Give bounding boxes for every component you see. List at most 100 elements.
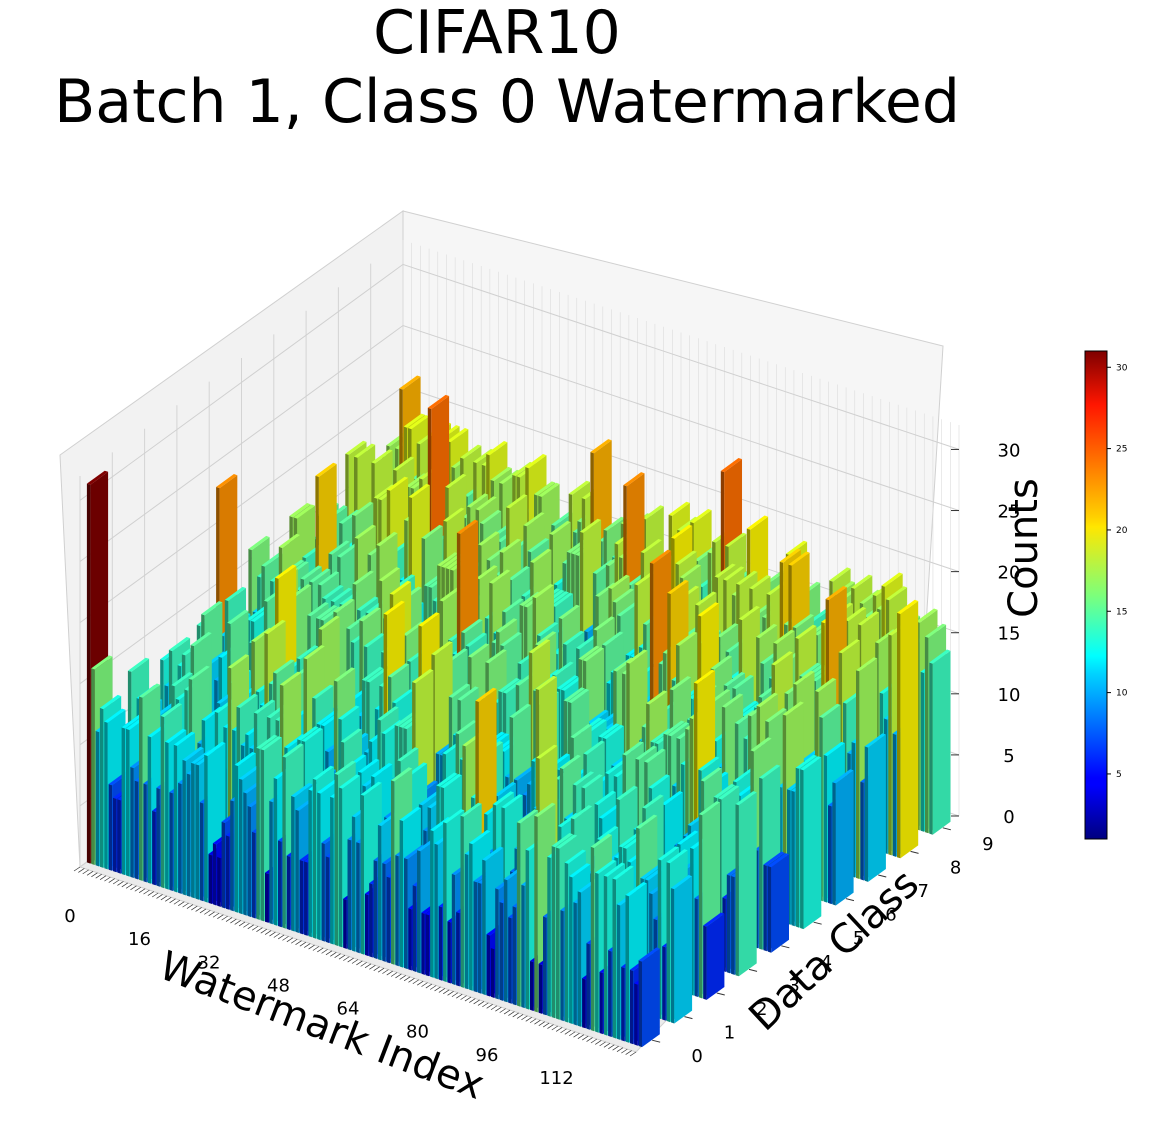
bar-top-face — [535, 631, 557, 646]
bar-top-face — [408, 415, 430, 430]
bar-top-face — [293, 504, 315, 519]
bar-top-face — [431, 641, 453, 656]
bar-front-face — [888, 634, 892, 856]
bar-front-face — [152, 810, 156, 886]
bar-front-face — [217, 856, 221, 907]
bar-top-face — [844, 606, 867, 622]
bar-top-face — [626, 649, 648, 664]
bar-front-face — [278, 840, 282, 928]
bar-top-face — [160, 703, 182, 718]
bar-top-face — [316, 710, 338, 725]
bar-front-face — [95, 730, 100, 867]
bar-top-face — [568, 480, 590, 495]
bar-top-face — [527, 538, 549, 553]
bar-top-face — [475, 687, 497, 702]
bar-top-face — [486, 441, 508, 456]
bar-top-face — [468, 643, 490, 658]
bar-top-face — [354, 443, 376, 458]
bar-top-face — [513, 766, 536, 781]
bar-front-face — [334, 773, 338, 946]
bar-top-face — [832, 769, 854, 784]
bar-top-face — [445, 473, 467, 489]
bar — [897, 599, 919, 859]
bar-front-face — [731, 876, 735, 975]
bar-front-face — [823, 754, 828, 903]
bar-top-face — [671, 524, 693, 539]
bar-front-face — [670, 888, 675, 1024]
bar-top-face — [345, 440, 367, 455]
bar-top-face — [246, 606, 268, 621]
bar-top-face — [301, 727, 323, 742]
bar-side-face — [706, 913, 725, 1000]
bar-top-face — [667, 579, 689, 594]
bar-top-face — [759, 764, 781, 779]
bar-top-face — [460, 444, 482, 459]
bar-top-face — [623, 472, 645, 487]
bar-top-face — [289, 503, 311, 518]
bar-top-face — [551, 511, 573, 526]
bar-top-face — [718, 785, 740, 800]
bar-front-face — [260, 749, 265, 922]
bar-front-face — [391, 780, 395, 965]
bar-top-face — [587, 709, 609, 724]
bar-top-face — [698, 801, 720, 816]
bar-top-face — [492, 791, 514, 806]
bar-top-face — [636, 814, 658, 829]
bar-top-face — [328, 540, 350, 555]
chart-subtitle: Batch 1, Class 0 Watermarked — [54, 67, 960, 137]
bar-side-face — [868, 734, 886, 882]
bar-top-face — [448, 683, 470, 698]
bar-top-face — [732, 674, 754, 689]
bar-top-face — [316, 605, 338, 620]
bar-top-face — [457, 686, 479, 701]
bar-top-face — [389, 580, 412, 595]
bars-group — [86, 375, 951, 1048]
bar-top-face — [738, 605, 760, 621]
bar-top-face — [598, 804, 621, 819]
bar-front-face — [662, 946, 666, 1021]
bar — [703, 912, 725, 1000]
bar-top-face — [714, 563, 736, 578]
bar-top-face — [437, 552, 459, 567]
bar-top-face — [496, 618, 518, 633]
bar-top-face — [182, 746, 204, 761]
bar-front-face — [694, 898, 698, 997]
bar-top-face — [357, 596, 379, 611]
bar-top-face — [823, 741, 845, 756]
bar-front-face — [404, 858, 408, 970]
bar-top-face — [646, 690, 668, 705]
bar-top-face — [602, 631, 624, 646]
bar-top-face — [642, 505, 664, 520]
bar-top-face — [509, 703, 531, 718]
bar-front-face — [230, 800, 234, 912]
bar-top-face — [532, 584, 554, 599]
bar-top-face — [358, 758, 380, 773]
bar-front-face — [860, 781, 864, 881]
bar-top-face — [799, 662, 821, 677]
bar-front-face — [199, 802, 204, 902]
bar-top-face — [765, 707, 787, 723]
bar-front-face — [247, 805, 252, 918]
bar-front-face — [308, 789, 312, 938]
bar-top-face — [815, 677, 837, 692]
bar-front-face — [395, 855, 399, 967]
bar-front-face — [360, 794, 364, 955]
bar-top-face — [376, 531, 398, 547]
bar-front-face — [726, 874, 731, 974]
bar-top-face — [315, 462, 337, 477]
bar-top-face — [661, 791, 683, 806]
bar-front-face — [929, 662, 933, 835]
bar-top-face — [721, 693, 744, 708]
bar-top-face — [698, 756, 720, 771]
bar-top-face — [690, 509, 712, 524]
bar-front-face — [347, 839, 351, 951]
bar-top-face — [679, 564, 701, 579]
bar-top-face — [856, 657, 878, 672]
bar-top-face — [538, 482, 560, 497]
bar-top-face — [640, 864, 662, 879]
bar — [735, 791, 757, 977]
bar-top-face — [498, 677, 520, 693]
bar-top-face — [363, 633, 385, 648]
bar-front-face — [243, 792, 247, 916]
